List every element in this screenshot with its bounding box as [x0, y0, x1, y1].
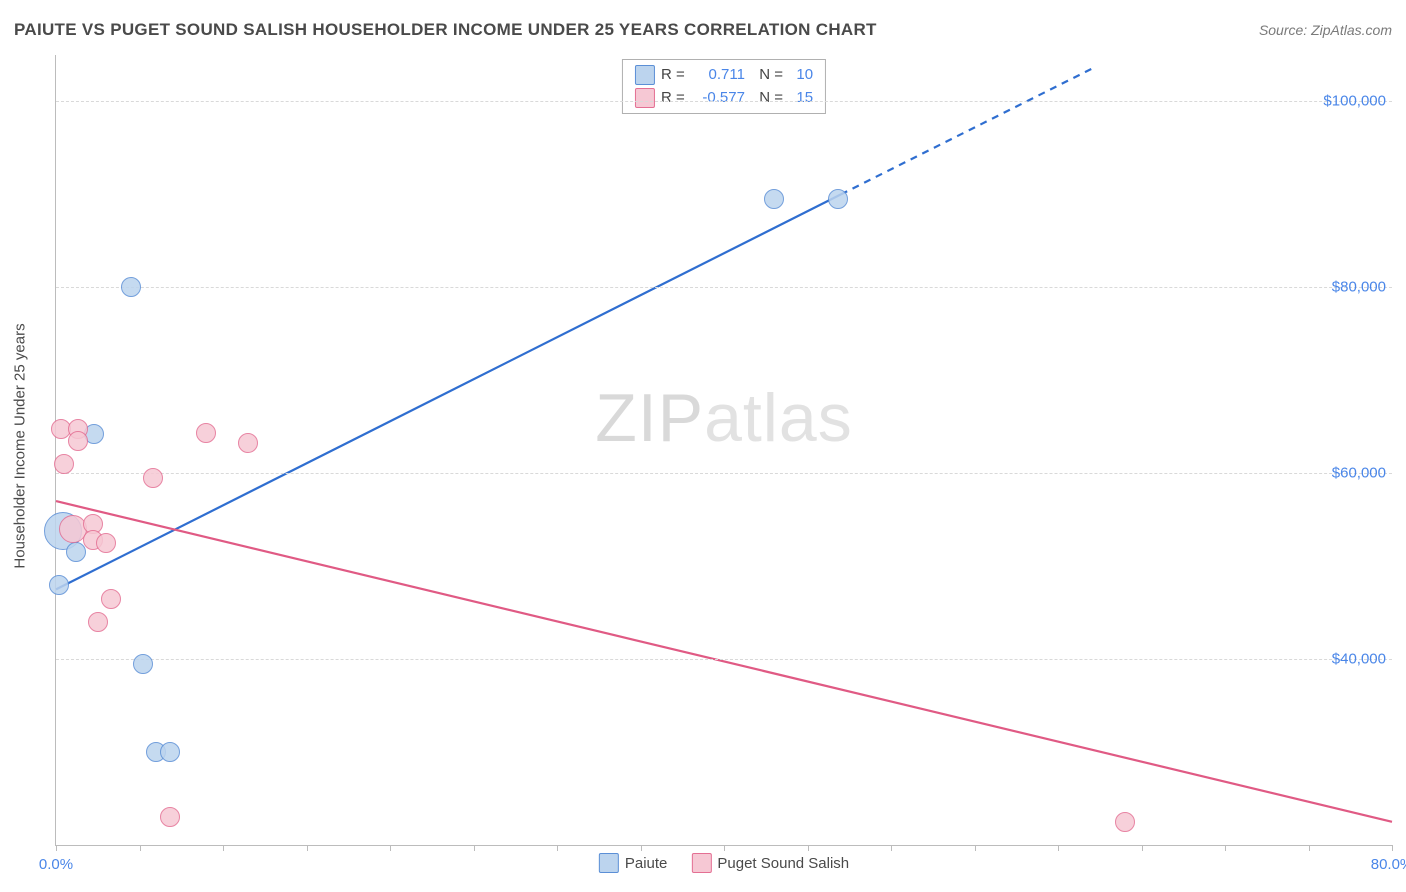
data-point-paiute: [160, 742, 180, 762]
x-tick: [1225, 845, 1226, 851]
data-point-puget: [196, 423, 216, 443]
puget-n-value: 15: [789, 87, 813, 110]
data-point-puget: [1115, 812, 1135, 832]
source-attribution: Source: ZipAtlas.com: [1259, 22, 1392, 38]
correlation-legend: R = 0.711 N = 10 R = -0.577 N = 15: [622, 59, 826, 114]
x-tick-label: 80.0%: [1371, 856, 1406, 873]
watermark-light: atlas: [704, 380, 853, 456]
gridline: [56, 659, 1392, 660]
x-tick: [891, 845, 892, 851]
x-tick: [307, 845, 308, 851]
x-tick: [56, 845, 57, 851]
data-point-puget: [160, 807, 180, 827]
puget-label: Puget Sound Salish: [717, 855, 849, 872]
x-tick: [975, 845, 976, 851]
puget-swatch-icon: [691, 853, 711, 873]
legend-item-puget: Puget Sound Salish: [691, 853, 849, 873]
data-point-puget: [96, 533, 116, 553]
regression-lines-layer: [56, 55, 1392, 845]
x-tick: [808, 845, 809, 851]
data-point-paiute: [764, 189, 784, 209]
data-point-paiute: [828, 189, 848, 209]
paiute-r-value: 0.711: [695, 64, 745, 87]
legend-item-paiute: Paiute: [599, 853, 668, 873]
y-tick-label: $60,000: [1332, 465, 1386, 482]
chart-header: PAIUTE VS PUGET SOUND SALISH HOUSEHOLDER…: [14, 20, 1392, 40]
y-tick-label: $100,000: [1323, 93, 1386, 110]
x-tick: [1142, 845, 1143, 851]
n-label: N =: [751, 87, 783, 110]
x-tick: [641, 845, 642, 851]
y-axis-label: Householder Income Under 25 years: [12, 323, 29, 568]
chart-title: PAIUTE VS PUGET SOUND SALISH HOUSEHOLDER…: [14, 20, 877, 40]
x-tick: [1058, 845, 1059, 851]
watermark-bold: ZIP: [595, 380, 704, 456]
x-tick: [557, 845, 558, 851]
data-point-puget: [88, 612, 108, 632]
r-label: R =: [661, 87, 689, 110]
x-tick-label: 0.0%: [39, 856, 73, 873]
paiute-swatch-icon: [599, 853, 619, 873]
paiute-n-value: 10: [789, 64, 813, 87]
data-point-paiute: [49, 575, 69, 595]
data-point-puget: [101, 589, 121, 609]
gridline: [56, 287, 1392, 288]
n-label: N =: [751, 64, 783, 87]
data-point-puget: [68, 431, 88, 451]
gridline: [56, 473, 1392, 474]
r-label: R =: [661, 64, 689, 87]
data-point-puget: [143, 468, 163, 488]
x-tick: [390, 845, 391, 851]
x-tick: [724, 845, 725, 851]
paiute-label: Paiute: [625, 855, 668, 872]
x-tick: [223, 845, 224, 851]
data-point-paiute: [133, 654, 153, 674]
legend-row-puget: R = -0.577 N = 15: [635, 87, 813, 110]
data-point-paiute: [66, 542, 86, 562]
watermark: ZIPatlas: [595, 379, 852, 457]
puget-r-value: -0.577: [695, 87, 745, 110]
y-tick-label: $40,000: [1332, 651, 1386, 668]
data-point-puget: [238, 433, 258, 453]
x-tick: [474, 845, 475, 851]
y-tick-label: $80,000: [1332, 279, 1386, 296]
paiute-swatch-icon: [635, 65, 655, 85]
x-tick: [140, 845, 141, 851]
x-tick: [1392, 845, 1393, 851]
chart-plot-area: ZIPatlas R = 0.711 N = 10 R = -0.577 N =…: [55, 55, 1392, 846]
data-point-puget: [54, 454, 74, 474]
legend-row-paiute: R = 0.711 N = 10: [635, 64, 813, 87]
series-legend: Paiute Puget Sound Salish: [599, 853, 849, 873]
data-point-paiute: [121, 277, 141, 297]
x-tick: [1309, 845, 1310, 851]
puget-swatch-icon: [635, 88, 655, 108]
gridline: [56, 101, 1392, 102]
